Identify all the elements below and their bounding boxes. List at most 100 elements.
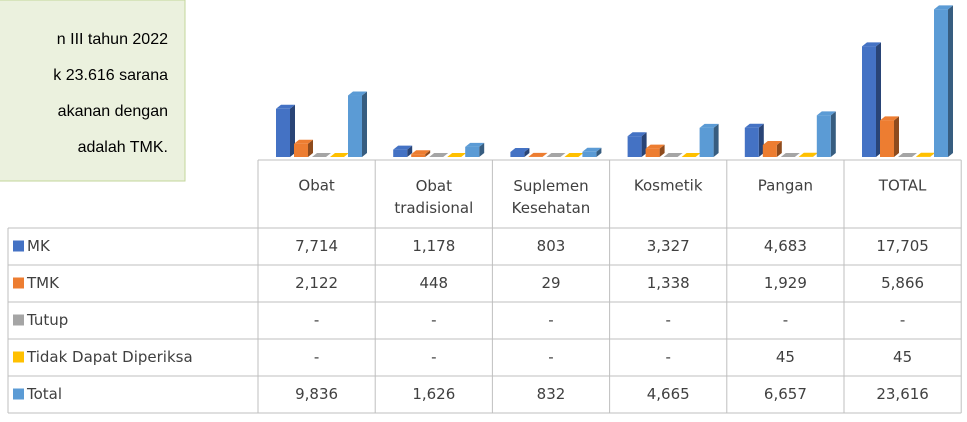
value-label: 832 xyxy=(537,385,566,403)
bar-front xyxy=(348,96,362,157)
legend-swatch xyxy=(13,241,24,252)
value-label: 23,616 xyxy=(876,385,929,403)
bar-front xyxy=(510,152,524,157)
bar-top xyxy=(429,153,448,157)
text-box-line: akanan dengan xyxy=(58,103,168,120)
value-label: 4,683 xyxy=(764,237,807,255)
value-label: 9,836 xyxy=(295,385,338,403)
value-label: 29 xyxy=(541,274,560,292)
bar-top xyxy=(312,153,331,157)
bar xyxy=(528,153,547,157)
category-label-line: tradisional xyxy=(394,199,473,217)
category-label-line: Suplemen xyxy=(513,177,588,195)
value-label: - xyxy=(431,311,436,329)
bar-top xyxy=(916,153,935,157)
value-label: 1,626 xyxy=(412,385,455,403)
bar-top xyxy=(898,153,917,157)
value-label: 3,327 xyxy=(647,237,690,255)
bar-top xyxy=(528,153,547,157)
legend-label: MK xyxy=(27,237,51,255)
bar-top xyxy=(564,153,583,157)
bar-front xyxy=(700,128,714,157)
bar-front xyxy=(411,154,425,157)
bar xyxy=(745,124,764,157)
bar xyxy=(447,153,466,157)
bar xyxy=(646,145,665,157)
bar-top xyxy=(682,153,701,157)
value-label: 45 xyxy=(776,348,795,366)
bar-front xyxy=(646,149,660,157)
bar xyxy=(312,153,331,157)
bar-top xyxy=(664,153,683,157)
value-label: 5,866 xyxy=(881,274,924,292)
value-label: 1,178 xyxy=(412,237,455,255)
bar-side xyxy=(831,111,836,157)
bar-front xyxy=(582,152,596,157)
category-label-line: Obat xyxy=(416,177,453,195)
value-label: 6,657 xyxy=(764,385,807,403)
value-label: 17,705 xyxy=(876,237,929,255)
bar-front xyxy=(276,109,290,157)
bar-front xyxy=(763,145,777,157)
value-label: 1,929 xyxy=(764,274,807,292)
bar xyxy=(348,92,367,157)
bar-top xyxy=(447,153,466,157)
bar-top xyxy=(799,153,818,157)
value-label: 7,714 xyxy=(295,237,338,255)
bar xyxy=(411,150,430,157)
bar xyxy=(682,153,701,157)
value-label: - xyxy=(783,311,788,329)
legend-swatch xyxy=(13,352,24,363)
value-label: - xyxy=(314,311,319,329)
value-label: - xyxy=(548,348,553,366)
bar-top xyxy=(546,153,565,157)
bar xyxy=(393,146,412,157)
bar xyxy=(898,153,917,157)
bar-front xyxy=(393,150,407,157)
text-box-line: adalah TMK. xyxy=(78,139,168,156)
text-box-line: k 23.616 sarana xyxy=(53,67,168,84)
bar xyxy=(763,141,782,157)
legend-label: Total xyxy=(26,385,62,403)
bar xyxy=(429,153,448,157)
value-label: 1,338 xyxy=(647,274,690,292)
bar-front xyxy=(745,128,759,157)
value-label: 45 xyxy=(893,348,912,366)
bar-front xyxy=(934,9,948,157)
bar xyxy=(628,132,647,157)
bar xyxy=(880,116,899,157)
bar xyxy=(664,153,683,157)
bar-side xyxy=(948,5,953,157)
bar xyxy=(582,148,601,157)
legend-label: TMK xyxy=(26,274,60,292)
category-label: TOTAL xyxy=(878,177,927,195)
text-box-line: n III tahun 2022 xyxy=(57,31,168,48)
bar-top xyxy=(781,153,800,157)
bar xyxy=(700,124,719,157)
bar xyxy=(862,42,881,157)
category-label: Obat xyxy=(298,177,335,195)
bar xyxy=(510,148,529,157)
bar xyxy=(546,153,565,157)
legend-label: Tidak Dapat Diperiksa xyxy=(26,348,193,366)
category-label: Pangan xyxy=(758,177,813,195)
value-label: - xyxy=(665,348,670,366)
value-label: - xyxy=(314,348,319,366)
legend-label: Tutup xyxy=(26,311,68,329)
bar-front xyxy=(294,144,308,157)
value-label: - xyxy=(665,311,670,329)
value-label: 448 xyxy=(419,274,448,292)
value-label: - xyxy=(548,311,553,329)
bar-side xyxy=(362,92,367,157)
bar-front xyxy=(880,120,894,157)
bar xyxy=(817,111,836,157)
bar xyxy=(330,153,349,157)
value-label: 4,665 xyxy=(647,385,690,403)
bar xyxy=(799,153,818,157)
bar-front xyxy=(817,115,831,157)
value-label: - xyxy=(431,348,436,366)
category-label: Kosmetik xyxy=(634,177,703,195)
bar-side xyxy=(714,124,719,157)
